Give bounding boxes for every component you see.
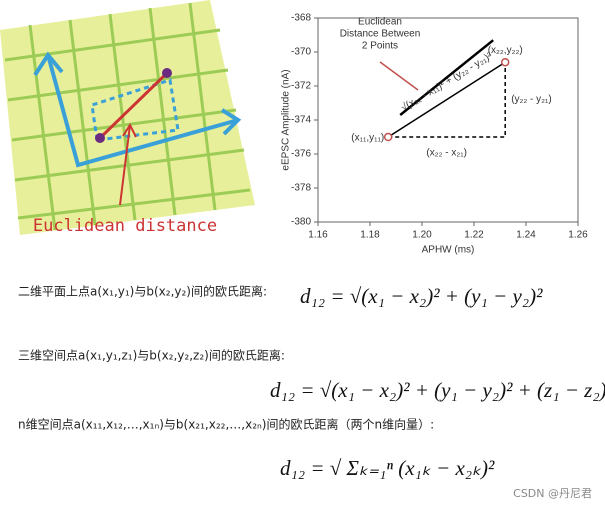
text-line: 三维空间点a(x₁,y₁,z₁)与b(x₂,y₂,z₂)间的欧氏距离: [18, 348, 285, 363]
x-tick-label: 1.18 [360, 230, 380, 241]
annotation: (y₂₂ - y₂₁) [511, 94, 552, 105]
caption: Euclidean distance [33, 216, 217, 236]
x-tick-label: 1.16 [308, 230, 328, 241]
chart: 1.16 1.18 1.20 1.22 1.24 1.26 -368 -370 -372 -374… [281, 13, 589, 256]
y-tick-label: -376 [291, 149, 311, 160]
point-label: (x₁₁,y₁₁) [351, 133, 384, 144]
formula: d₁₂ = √(x₁ − x₂)² + (y₁ − y₂)² [300, 284, 543, 308]
grid-lines [4, 2, 251, 231]
y-tick-label: -380 [291, 217, 311, 228]
y-tick-label: -368 [291, 13, 311, 24]
point [95, 133, 105, 143]
distance-line [98, 71, 169, 140]
y-tick-label: -372 [291, 81, 311, 92]
pointer [119, 124, 131, 206]
triangle [388, 62, 506, 138]
grid-paper [0, 0, 255, 235]
annotation: 2 Points [362, 41, 398, 52]
illustration: Euclidean distance [0, 0, 255, 236]
point-label: (x₂₂,y₂₂) [488, 45, 523, 56]
axes-arrows [33, 51, 242, 168]
x-tick-label: 1.26 [568, 230, 588, 241]
annotation: (x₂₂ - x₂₁) [426, 148, 467, 159]
y-tick-label: -374 [291, 115, 311, 126]
projection [90, 78, 180, 142]
annotation: Distance Between [340, 29, 421, 40]
y-tick-label: -370 [291, 47, 311, 58]
text-line: n维空间点a(x₁₁,x₁₂,…,x₁ₙ)与b(x₂₁,x₂₂,…,x₂ₙ)间的… [18, 417, 434, 432]
point [162, 68, 172, 78]
text-line: 二维平面上点a(x₁,y₁)与b(x₂,y₂)间的欧氏距离: [18, 284, 267, 299]
watermark: CSDN @丹尼君 [513, 487, 592, 500]
annotation: Euclidean [358, 17, 402, 28]
x-axis-label: APHW (ms) [422, 245, 475, 256]
y-tick-label: -378 [291, 183, 311, 194]
x-tick-label: 1.22 [464, 230, 484, 241]
point [383, 132, 393, 142]
plot-frame [317, 17, 579, 223]
point [500, 57, 510, 67]
formula: d₁₂ = √(x₁ − x₂)² + (y₁ − y₂)² + (z₁ − z… [270, 378, 605, 402]
x-tick-label: 1.24 [516, 230, 536, 241]
pointer [379, 61, 419, 91]
hypotenuse [387, 61, 506, 138]
annotation: √(x₂₂ - x₁₁)² + (y₂₂ - y₂₁)² [399, 50, 495, 114]
y-axis-label: eEPSC Amplitude (nA) [281, 69, 292, 170]
x-tick-label: 1.20 [412, 230, 432, 241]
arrow [399, 39, 494, 116]
pointer-head [122, 122, 137, 138]
formula: d₁₂ = √ Σₖ₌₁ⁿ (x₁ₖ − x₂ₖ)² [280, 456, 495, 480]
